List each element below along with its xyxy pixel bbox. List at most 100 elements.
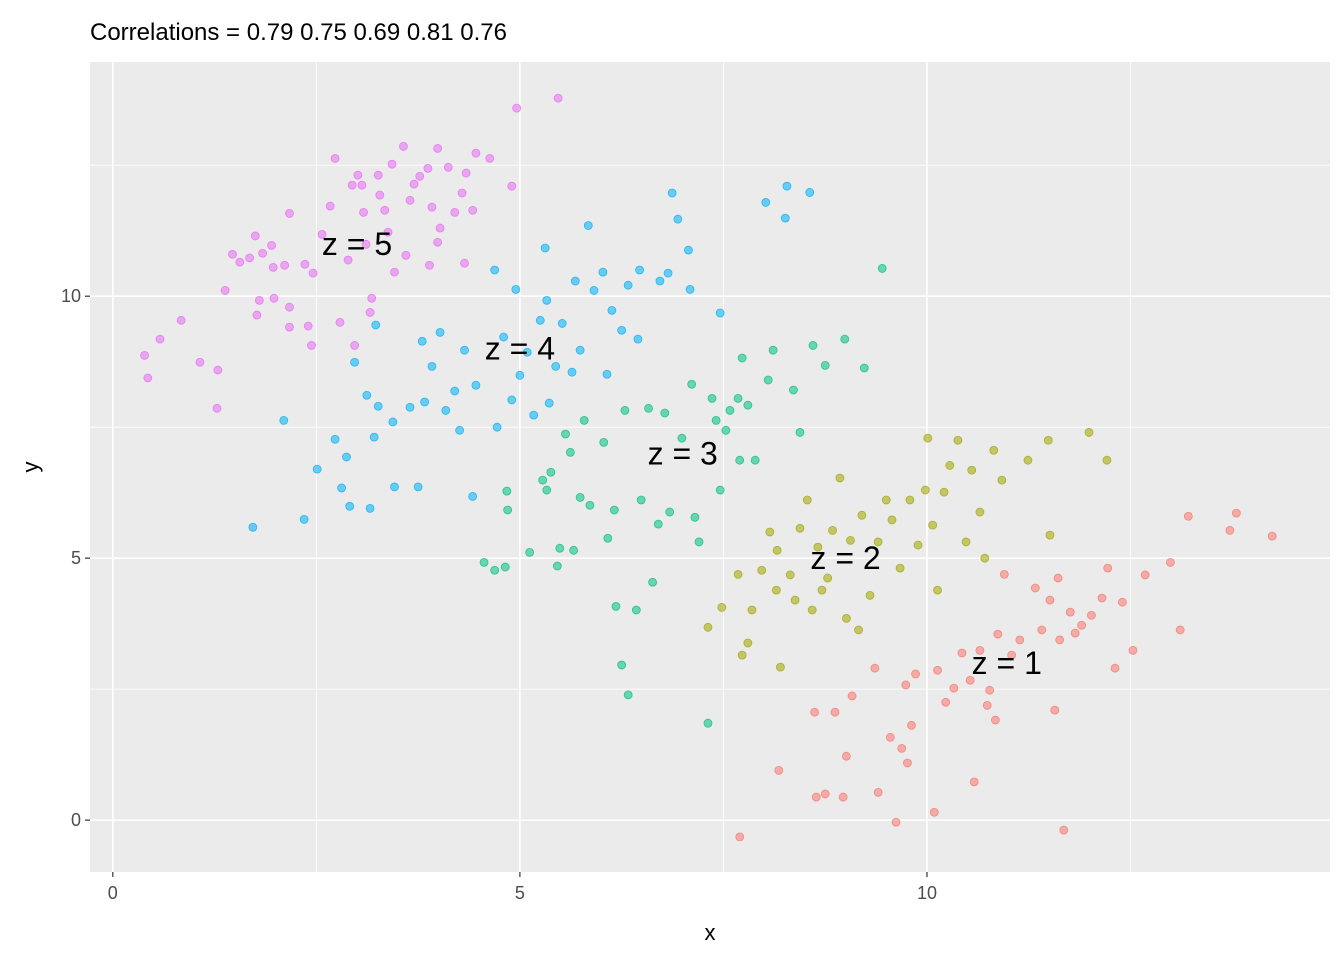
data-point-z5 <box>361 239 371 249</box>
data-point-z3 <box>569 545 579 555</box>
data-point-z4 <box>369 432 379 442</box>
data-point-z3 <box>721 425 731 435</box>
data-point-z2 <box>802 495 812 505</box>
data-point-z1 <box>774 765 784 775</box>
data-point-z1 <box>838 792 848 802</box>
data-point-z4 <box>365 503 375 513</box>
data-point-z4 <box>373 401 383 411</box>
data-point-z5 <box>357 180 367 190</box>
data-point-z1 <box>1231 508 1241 518</box>
data-point-z2 <box>989 445 999 455</box>
data-point-z5 <box>425 260 434 270</box>
data-point-z1 <box>969 777 979 787</box>
data-point-z5 <box>387 159 397 169</box>
data-point-z3 <box>690 512 700 522</box>
data-point-z3 <box>768 345 778 355</box>
data-point-z3 <box>735 455 745 465</box>
data-point-z1 <box>1070 628 1080 638</box>
data-point-z5 <box>176 315 186 325</box>
data-point-z1 <box>1140 570 1150 580</box>
data-point-z4 <box>312 464 322 474</box>
data-point-z5 <box>195 357 205 367</box>
plot-panel <box>90 62 1330 872</box>
data-point-z1 <box>885 732 895 742</box>
y-tick-label: 5 <box>71 548 81 568</box>
data-point-z5 <box>415 171 425 181</box>
data-point-z3 <box>503 505 513 515</box>
data-point-z3 <box>795 428 805 437</box>
data-point-z5 <box>220 286 230 295</box>
data-point-z1 <box>1077 620 1087 630</box>
data-point-z4 <box>468 491 478 501</box>
data-point-z3 <box>877 264 887 273</box>
data-point-z1 <box>1128 645 1138 655</box>
data-point-z2 <box>771 585 781 595</box>
data-point-z1 <box>891 817 901 827</box>
axis-ticks: 0 5 10 0 5 10 <box>61 286 937 903</box>
data-point-z4 <box>715 308 725 318</box>
data-point-z5 <box>267 240 276 250</box>
data-point-z5 <box>457 188 467 198</box>
data-point-z4 <box>299 514 309 524</box>
data-point-z5 <box>140 351 149 360</box>
data-point-z4 <box>342 452 351 462</box>
data-point-z4 <box>540 243 550 253</box>
data-point-z5 <box>269 293 279 303</box>
data-point-z3 <box>711 415 721 425</box>
data-point-z4 <box>542 295 552 305</box>
data-point-z5 <box>252 310 262 320</box>
data-point-z5 <box>399 141 408 151</box>
data-point-z1 <box>1007 650 1017 660</box>
data-point-z3 <box>763 375 773 385</box>
data-point-z2 <box>920 485 930 495</box>
data-point-z1 <box>1087 610 1096 620</box>
data-points <box>140 93 1277 842</box>
data-point-z5 <box>228 249 237 259</box>
data-point-z4 <box>511 284 521 294</box>
data-point-z5 <box>405 195 415 205</box>
data-point-z4 <box>435 327 445 337</box>
data-point-z4 <box>492 422 502 432</box>
data-point-z5 <box>350 341 360 350</box>
data-point-z4 <box>635 265 644 275</box>
data-point-z3 <box>617 660 627 670</box>
data-point-z5 <box>450 207 460 217</box>
data-point-z5 <box>375 190 385 200</box>
data-point-z2 <box>865 590 875 600</box>
data-point-z2 <box>772 545 782 555</box>
data-point-z3 <box>599 437 609 447</box>
data-point-z3 <box>565 447 575 457</box>
data-point-z5 <box>245 253 254 263</box>
data-point-z3 <box>620 406 630 415</box>
data-point-z2 <box>743 638 753 648</box>
data-point-z4 <box>427 362 437 371</box>
data-point-z4 <box>455 425 465 435</box>
data-point-z2 <box>823 573 833 583</box>
data-point-z2 <box>975 507 985 517</box>
data-point-z1 <box>1166 557 1175 567</box>
data-point-z5 <box>307 341 316 350</box>
group-label-z2: z = 2 <box>810 540 880 576</box>
data-point-z5 <box>300 259 310 269</box>
data-point-z5 <box>373 170 383 180</box>
data-point-z5 <box>347 180 357 190</box>
data-point-z2 <box>887 515 897 525</box>
data-point-z5 <box>353 170 363 180</box>
data-point-z1 <box>830 707 840 717</box>
data-point-z3 <box>623 690 633 700</box>
data-point-z4 <box>617 325 627 335</box>
data-point-z3 <box>525 548 535 557</box>
data-point-z4 <box>685 284 695 294</box>
data-point-z4 <box>557 319 567 328</box>
data-point-z3 <box>653 519 663 529</box>
data-point-z4 <box>371 320 381 330</box>
data-point-z4 <box>529 410 539 420</box>
data-point-z1 <box>1175 625 1185 635</box>
data-point-z2 <box>795 523 805 533</box>
data-point-z3 <box>479 557 489 567</box>
data-point-z4 <box>567 367 577 377</box>
data-point-z1 <box>847 691 857 701</box>
data-point-z3 <box>707 393 717 403</box>
data-point-z5 <box>435 223 445 233</box>
data-point-z4 <box>388 417 398 427</box>
